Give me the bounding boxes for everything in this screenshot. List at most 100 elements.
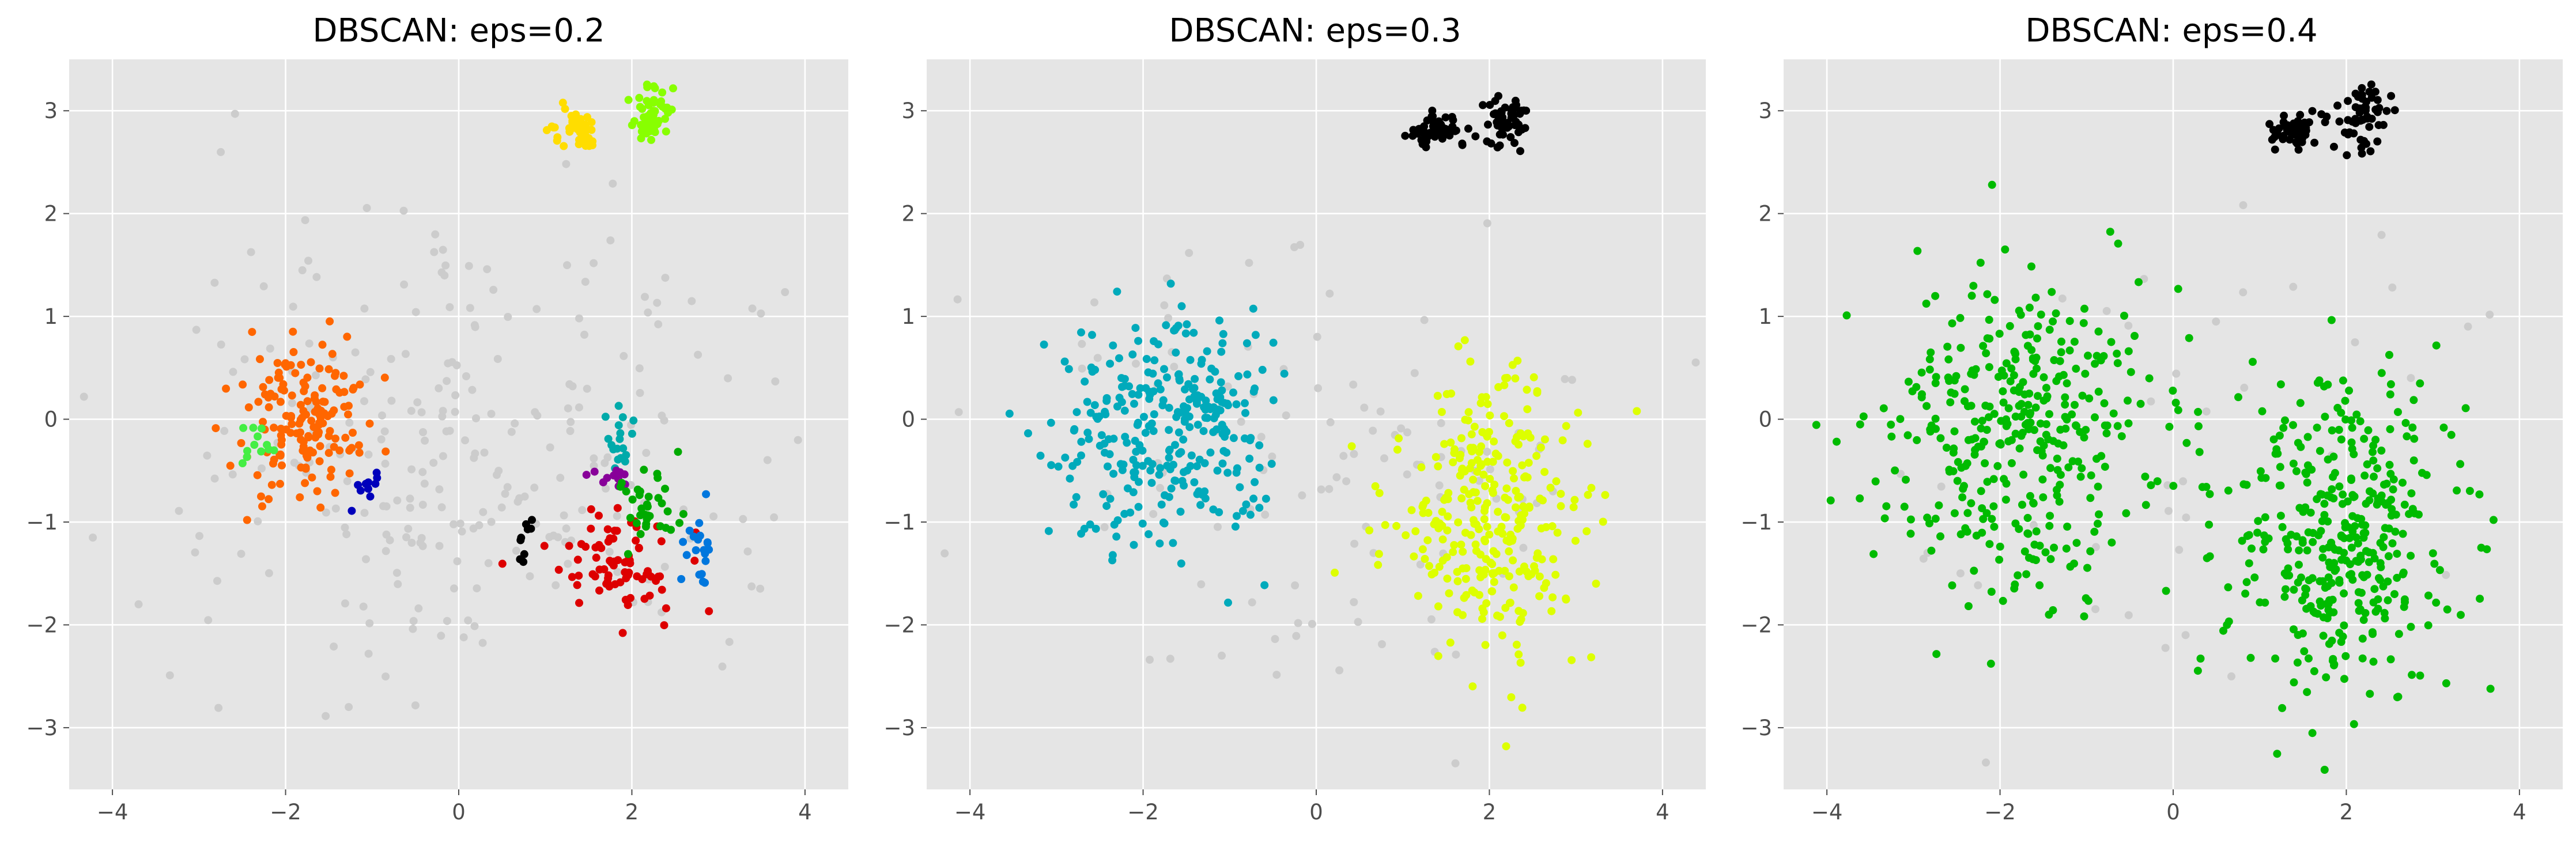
data-point bbox=[313, 487, 322, 496]
data-point bbox=[1932, 373, 1940, 381]
data-point bbox=[1969, 282, 1978, 290]
data-point bbox=[2203, 554, 2211, 562]
data-point bbox=[418, 501, 427, 509]
data-point bbox=[2465, 487, 2474, 495]
data-point bbox=[2384, 577, 2392, 586]
data-point bbox=[743, 547, 752, 556]
data-point bbox=[2090, 527, 2099, 536]
data-point bbox=[1516, 147, 1524, 156]
data-point bbox=[1165, 426, 1173, 434]
data-point bbox=[656, 522, 664, 531]
data-point bbox=[259, 282, 268, 290]
data-point bbox=[240, 355, 249, 364]
cluster-8-points bbox=[601, 402, 638, 472]
data-point bbox=[303, 397, 312, 406]
data-point bbox=[297, 361, 305, 369]
data-point bbox=[213, 577, 221, 585]
data-point bbox=[1241, 399, 1249, 407]
data-point bbox=[583, 113, 591, 122]
data-point bbox=[1193, 462, 1201, 471]
data-point bbox=[366, 368, 375, 376]
data-point bbox=[2036, 437, 2045, 445]
data-point bbox=[237, 550, 245, 558]
data-point bbox=[2303, 433, 2312, 441]
data-point bbox=[1123, 438, 1131, 447]
data-point bbox=[1164, 313, 1173, 322]
data-point bbox=[636, 103, 644, 111]
data-point bbox=[1099, 490, 1108, 498]
data-point bbox=[1467, 430, 1476, 438]
data-point bbox=[1191, 375, 1199, 383]
data-point bbox=[1937, 482, 1946, 491]
data-point bbox=[1242, 339, 1251, 347]
data-point bbox=[2422, 471, 2431, 479]
data-point bbox=[2407, 374, 2415, 383]
data-point bbox=[2355, 104, 2364, 113]
data-point bbox=[2289, 282, 2298, 291]
data-point bbox=[1393, 445, 1402, 454]
data-point bbox=[1505, 572, 1513, 581]
data-point bbox=[1985, 413, 1993, 422]
data-point bbox=[250, 441, 259, 449]
data-point bbox=[2070, 559, 2078, 568]
data-point bbox=[1935, 501, 1943, 510]
data-point bbox=[1459, 564, 1467, 573]
data-point bbox=[1129, 488, 1138, 497]
data-point bbox=[1375, 489, 1384, 497]
data-point bbox=[2182, 438, 2191, 447]
data-point bbox=[1257, 433, 1266, 441]
data-point bbox=[561, 105, 569, 114]
data-point bbox=[1985, 316, 1993, 324]
data-point bbox=[1502, 513, 1510, 522]
data-point bbox=[493, 471, 501, 479]
data-point bbox=[192, 326, 201, 334]
data-point bbox=[210, 278, 219, 287]
data-point bbox=[669, 84, 677, 93]
data-point bbox=[2388, 539, 2397, 547]
data-point bbox=[1446, 438, 1455, 447]
x-tick-label: −2 bbox=[1127, 800, 1159, 825]
data-point bbox=[2271, 133, 2279, 141]
data-point bbox=[263, 441, 271, 449]
data-point bbox=[1949, 467, 1958, 475]
data-point bbox=[1476, 550, 1485, 559]
data-point bbox=[660, 562, 669, 571]
data-point bbox=[2010, 371, 2018, 380]
data-point bbox=[1142, 355, 1151, 363]
data-point bbox=[1982, 426, 1991, 434]
data-point bbox=[259, 418, 267, 426]
data-point bbox=[407, 539, 416, 547]
data-point bbox=[2175, 546, 2184, 554]
data-point bbox=[604, 571, 613, 580]
data-point bbox=[1104, 462, 1112, 471]
data-point bbox=[2337, 638, 2345, 646]
data-point bbox=[2031, 556, 2040, 565]
data-point bbox=[2293, 658, 2302, 667]
data-point bbox=[2000, 475, 2008, 483]
data-point bbox=[365, 619, 374, 627]
data-point bbox=[1158, 401, 1167, 410]
data-point bbox=[1024, 429, 1032, 437]
data-point bbox=[724, 374, 732, 383]
data-point bbox=[1523, 568, 1531, 576]
data-point bbox=[606, 236, 615, 245]
data-point bbox=[2014, 571, 2022, 580]
data-point bbox=[2101, 463, 2109, 471]
y-tick-label: 1 bbox=[901, 304, 915, 329]
data-point bbox=[307, 417, 316, 425]
data-point bbox=[2303, 688, 2311, 697]
data-point bbox=[2360, 434, 2369, 443]
data-point bbox=[311, 371, 320, 380]
data-point bbox=[2018, 501, 2026, 509]
data-point bbox=[2035, 542, 2044, 550]
data-point bbox=[229, 368, 237, 376]
data-point bbox=[2010, 386, 2018, 395]
data-point bbox=[1260, 581, 1269, 589]
data-point bbox=[311, 433, 320, 442]
data-point bbox=[364, 485, 372, 493]
data-point bbox=[393, 496, 402, 505]
data-point bbox=[2369, 448, 2377, 456]
data-point bbox=[345, 402, 353, 410]
data-point bbox=[1129, 456, 1138, 464]
data-point bbox=[2303, 461, 2312, 470]
